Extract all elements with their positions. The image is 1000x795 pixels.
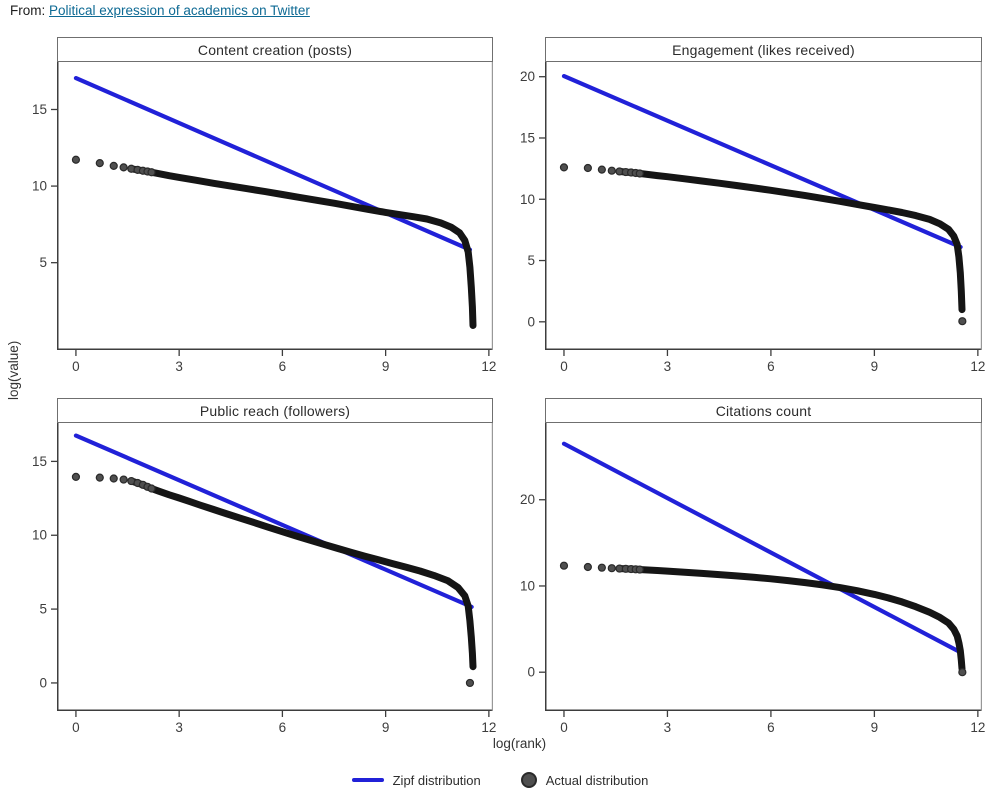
- panel-title: Engagement (likes received): [545, 37, 982, 62]
- actual-dot-swatch: [520, 772, 537, 788]
- svg-text:20: 20: [520, 69, 535, 84]
- plot-area: 0 3 6 9 12 0 5 10 15 20: [520, 62, 985, 374]
- svg-text:3: 3: [175, 720, 183, 735]
- header-from-label: From:: [10, 3, 46, 18]
- svg-text:0: 0: [560, 720, 568, 735]
- svg-text:5: 5: [527, 253, 535, 268]
- svg-text:15: 15: [32, 454, 47, 469]
- svg-text:9: 9: [871, 720, 879, 735]
- svg-text:12: 12: [970, 359, 985, 374]
- svg-text:3: 3: [664, 359, 672, 374]
- legend: Zipf distribution Actual distribution: [0, 772, 1000, 788]
- svg-text:9: 9: [382, 359, 390, 374]
- legend-zipf-label: Zipf distribution: [392, 772, 481, 788]
- panel-title: Content creation (posts): [57, 37, 493, 62]
- svg-text:10: 10: [520, 192, 535, 207]
- svg-text:20: 20: [520, 492, 535, 507]
- panel-content-creation: Content creation (posts) 0 3 6 9 12 5 10 15: [32, 37, 496, 374]
- plot-area: 0 3 6 9 12 5 10 15: [32, 62, 496, 374]
- svg-text:10: 10: [32, 528, 47, 543]
- svg-text:6: 6: [279, 359, 287, 374]
- svg-text:15: 15: [520, 130, 535, 145]
- svg-text:0: 0: [527, 665, 535, 680]
- legend-item-zipf: Zipf distribution: [351, 772, 481, 788]
- svg-text:3: 3: [664, 720, 672, 735]
- zipf-line-swatch: [351, 777, 384, 783]
- svg-text:3: 3: [175, 359, 183, 374]
- svg-text:6: 6: [279, 720, 287, 735]
- svg-text:12: 12: [970, 720, 985, 735]
- svg-text:9: 9: [382, 720, 390, 735]
- panel-engagement: Engagement (likes received) 0 3 6 9 12 0 5 10 15…: [520, 37, 985, 374]
- svg-text:0: 0: [39, 675, 47, 690]
- panel-title: Public reach (followers): [57, 398, 493, 423]
- svg-text:6: 6: [767, 359, 775, 374]
- panel-title: Citations count: [545, 398, 982, 423]
- source-link[interactable]: Political expression of academics on Twi…: [49, 3, 310, 18]
- svg-text:5: 5: [39, 255, 47, 270]
- svg-text:5: 5: [39, 602, 47, 617]
- panel-public-reach: Public reach (followers) 0 3 6 9 12 0 5 10 15: [32, 398, 496, 735]
- svg-text:12: 12: [481, 359, 496, 374]
- svg-text:0: 0: [527, 314, 535, 329]
- svg-text:10: 10: [32, 179, 47, 194]
- svg-text:15: 15: [32, 102, 47, 117]
- plot-area: 0 3 6 9 12 0 10 20: [520, 423, 985, 735]
- panel-citations: Citations count 0 3 6 9 12 0 10 20: [520, 398, 985, 735]
- svg-text:0: 0: [72, 720, 80, 735]
- svg-text:0: 0: [560, 359, 568, 374]
- svg-text:6: 6: [767, 720, 775, 735]
- plot-area: 0 3 6 9 12 0 5 10 15: [32, 423, 496, 735]
- x-axis-label: log(rank): [492, 736, 547, 751]
- svg-text:12: 12: [481, 720, 496, 735]
- legend-actual-label: Actual distribution: [545, 772, 649, 788]
- source-line: From: Political expression of academics …: [10, 3, 310, 18]
- svg-text:9: 9: [871, 359, 879, 374]
- svg-text:0: 0: [72, 359, 80, 374]
- legend-item-actual: Actual distribution: [520, 772, 649, 788]
- svg-text:10: 10: [520, 578, 535, 593]
